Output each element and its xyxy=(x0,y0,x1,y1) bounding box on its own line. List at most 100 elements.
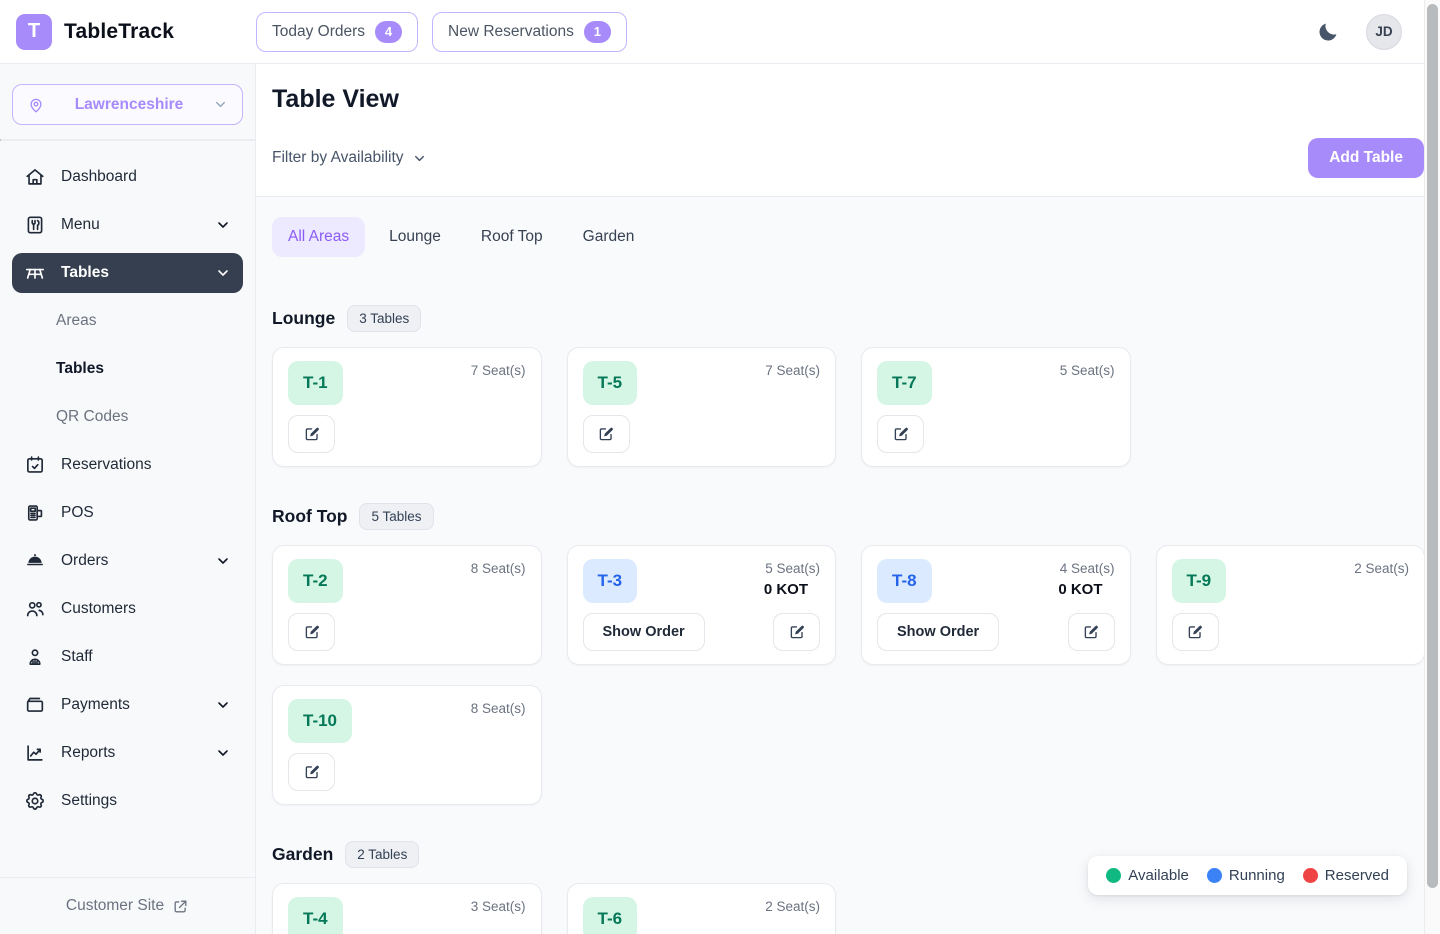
sidebar-nav: Dashboard Menu Tables Areas Tables QR Codes Re… xyxy=(0,141,255,877)
app-logo: T xyxy=(16,13,52,50)
table-id-badge: T-2 xyxy=(288,559,343,603)
seat-count: 7 Seat(s) xyxy=(765,363,820,378)
chevron-down-icon xyxy=(215,553,231,569)
edit-table-button[interactable] xyxy=(877,415,924,453)
new-reservations-label: New Reservations xyxy=(448,22,574,40)
seat-count: 8 Seat(s) xyxy=(470,561,526,576)
edit-table-button[interactable] xyxy=(582,415,630,453)
edit-table-button[interactable] xyxy=(773,613,820,651)
edit-pencil-icon xyxy=(597,425,615,443)
sidebar-item-staff[interactable]: Staff xyxy=(12,637,243,677)
edit-table-button[interactable] xyxy=(1067,613,1115,651)
reserved-status-dot-icon xyxy=(1302,868,1318,883)
sidebar-item-label: Payments xyxy=(61,696,130,713)
calendar-check-icon xyxy=(24,454,46,476)
section-table-count-badge: 2 Tables xyxy=(345,840,420,868)
customer-site-link[interactable]: Customer Site xyxy=(0,877,255,934)
tab-all-areas[interactable]: All Areas xyxy=(272,217,366,257)
table-id-badge: T-7 xyxy=(877,361,932,405)
edit-table-button[interactable] xyxy=(1171,613,1219,651)
edit-pencil-icon xyxy=(1082,623,1100,641)
chevron-down-icon xyxy=(215,265,231,281)
sidebar-item-menu[interactable]: Menu xyxy=(12,205,243,245)
sidebar-item-label: Orders xyxy=(61,552,109,569)
user-avatar[interactable]: JD xyxy=(1366,13,1402,50)
edit-table-button[interactable] xyxy=(288,415,335,453)
table-id-badge: T-1 xyxy=(288,361,343,405)
sidebar-item-reports[interactable]: Reports xyxy=(12,733,243,773)
add-table-button[interactable]: Add Table xyxy=(1308,138,1424,178)
sidebar-subitem-areas[interactable]: Areas xyxy=(56,312,97,329)
table-id-badge: T-5 xyxy=(582,361,638,405)
table-id-badge: T-8 xyxy=(877,559,932,603)
table-card-t-9: T-9 2 Seat(s) xyxy=(1155,545,1425,665)
chevron-down-icon xyxy=(215,745,231,761)
sidebar-item-label: Tables xyxy=(61,264,109,281)
table-id-badge: T-6 xyxy=(582,897,638,934)
chevron-down-icon xyxy=(412,151,427,166)
page-scrollbar xyxy=(1424,0,1440,934)
sidebar-item-label: Staff xyxy=(61,648,93,665)
seat-count: 2 Seat(s) xyxy=(1354,561,1409,576)
seat-count: 4 Seat(s) xyxy=(1059,561,1115,576)
area-section-lounge: Lounge 3 Tables T-1 7 Seat(s) T-5 7 Seat(s) T-… xyxy=(272,303,1425,467)
scrollbar-thumb[interactable] xyxy=(1427,4,1438,888)
filter-label: Filter by Availability xyxy=(272,149,404,166)
tab-garden[interactable]: Garden xyxy=(582,228,635,245)
show-order-button[interactable]: Show Order xyxy=(582,613,705,651)
available-status-dot-icon xyxy=(1106,868,1122,883)
gear-icon xyxy=(24,790,46,812)
sidebar-item-label: Reports xyxy=(61,744,116,761)
kot-count: 0 KOT xyxy=(763,581,808,598)
chevron-down-icon xyxy=(213,97,228,112)
brand: T TableTrack xyxy=(16,13,256,50)
table-card-t-8: T-8 4 Seat(s) 0 KOT Show Order xyxy=(861,545,1131,665)
sidebar-item-payments[interactable]: Payments xyxy=(12,685,243,725)
running-status-dot-icon xyxy=(1206,868,1222,883)
table-card-t-7: T-7 5 Seat(s) xyxy=(861,347,1131,467)
sidebar-item-tables[interactable]: Tables xyxy=(12,253,243,293)
sidebar-item-reservations[interactable]: Reservations xyxy=(12,445,243,485)
table-card-t-4: T-4 3 Seat(s) xyxy=(272,883,542,934)
show-order-button[interactable]: Show Order xyxy=(877,613,1000,651)
table-card-t-1: T-1 7 Seat(s) xyxy=(272,347,542,467)
legend-label: Reserved xyxy=(1324,867,1389,884)
sidebar-subitem-qr-codes[interactable]: QR Codes xyxy=(56,408,129,425)
sidebar-subitem-tables[interactable]: Tables xyxy=(56,360,104,377)
sidebar-item-pos[interactable]: POS xyxy=(12,493,243,533)
edit-table-button[interactable] xyxy=(288,613,335,651)
legend-label: Running xyxy=(1228,867,1285,884)
seat-count: 8 Seat(s) xyxy=(470,701,526,716)
new-reservations-button[interactable]: New Reservations 1 xyxy=(432,11,627,52)
sidebar-item-orders[interactable]: Orders xyxy=(12,541,243,581)
table-card-t-5: T-5 7 Seat(s) xyxy=(566,347,836,467)
tab-lounge[interactable]: Lounge xyxy=(389,228,441,245)
seat-count: 2 Seat(s) xyxy=(765,899,820,914)
cloche-icon xyxy=(24,550,46,572)
tab-roof-top[interactable]: Roof Top xyxy=(480,228,543,245)
location-selector[interactable]: Lawrenceshire xyxy=(12,84,243,125)
app-title: TableTrack xyxy=(64,19,175,43)
section-title: Garden xyxy=(272,843,334,864)
dark-mode-moon-icon[interactable] xyxy=(1316,20,1340,44)
sidebar-item-customers[interactable]: Customers xyxy=(12,589,243,629)
section-title: Lounge xyxy=(272,307,336,328)
area-section-garden: Garden 2 Tables T-4 3 Seat(s) T-6 2 Seat(s) xyxy=(272,839,1425,934)
edit-pencil-icon xyxy=(892,425,910,443)
table-card-t-10: T-10 8 Seat(s) xyxy=(272,685,542,805)
section-table-count-badge: 3 Tables xyxy=(347,304,422,332)
table-card-t-6: T-6 2 Seat(s) xyxy=(566,883,836,934)
table-id-badge: T-3 xyxy=(582,559,638,603)
table-id-badge: T-10 xyxy=(288,699,353,743)
table-view-content: All Areas Lounge Roof Top Garden Lounge 3 Ta… xyxy=(256,197,1440,934)
area-tabs: All Areas Lounge Roof Top Garden xyxy=(272,217,1425,257)
sidebar-item-dashboard[interactable]: Dashboard xyxy=(12,157,243,197)
edit-table-button[interactable] xyxy=(288,753,335,791)
sidebar-divider xyxy=(0,139,255,141)
top-bar: T TableTrack Today Orders 4 New Reservat… xyxy=(0,0,1424,64)
menu-card-icon xyxy=(24,214,46,236)
sidebar-item-settings[interactable]: Settings xyxy=(12,781,243,821)
today-orders-button[interactable]: Today Orders 4 xyxy=(256,11,419,52)
legend-label: Available xyxy=(1128,867,1189,884)
filter-by-availability-dropdown[interactable]: Filter by Availability xyxy=(272,149,427,167)
